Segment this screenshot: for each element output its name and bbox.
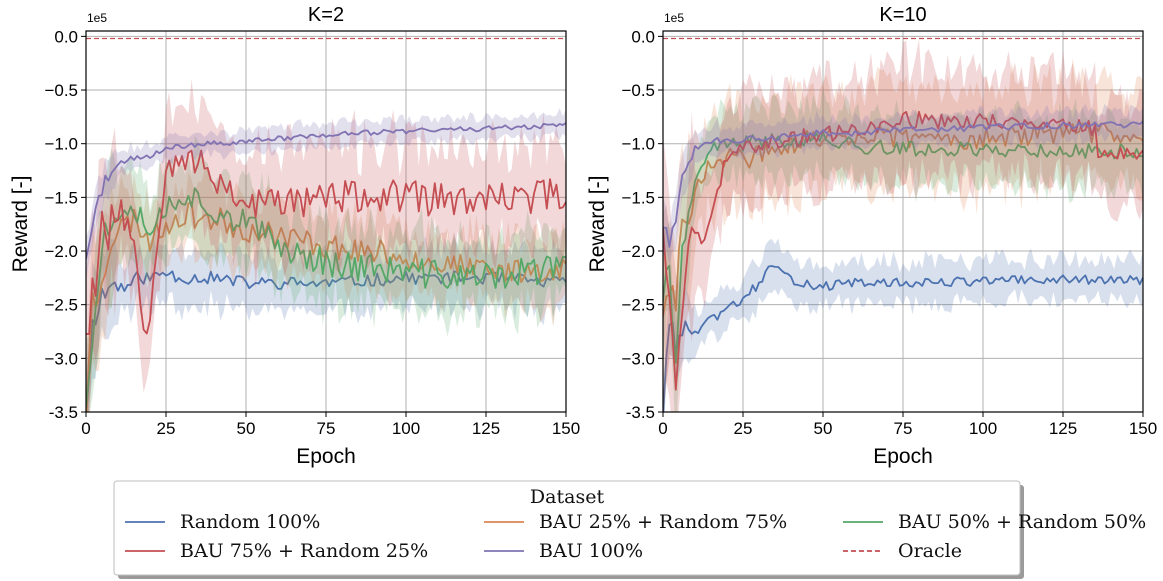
series-band-2 xyxy=(663,86,1143,412)
y-tick-label: −0.5 xyxy=(621,81,655,100)
series-band-0 xyxy=(86,232,566,412)
plot-area xyxy=(86,37,566,412)
legend-label: Oracle xyxy=(898,540,962,562)
x-tick-label: 150 xyxy=(1129,419,1157,438)
x-tick-label: 100 xyxy=(969,419,997,438)
y-tick-label: −1.0 xyxy=(44,135,78,154)
y-tick-label: −2.5 xyxy=(621,296,655,315)
y-tick-label: −3.0 xyxy=(621,349,655,368)
chart-panel-k10: K=10 1e5 Epoch Reward [-] 0 25 50 75 100 125 1… xyxy=(586,4,1157,468)
y-tick-label: −0.5 xyxy=(44,81,78,100)
y-tick-label: −2.5 xyxy=(44,296,78,315)
y-tick-label: 0.0 xyxy=(54,27,78,46)
x-axis-label: Epoch xyxy=(296,445,356,468)
x-tick-label: 100 xyxy=(392,419,420,438)
plot-area xyxy=(663,37,1143,412)
series-band-4 xyxy=(663,103,1143,265)
x-tick-label: 25 xyxy=(734,419,753,438)
x-tick-label: 0 xyxy=(658,419,667,438)
x-tick-label: 125 xyxy=(1049,419,1077,438)
y-tick-label: −1.5 xyxy=(44,188,78,207)
series-line-0 xyxy=(86,270,566,412)
chart-title: K=2 xyxy=(308,4,344,26)
y-tick-label: −1.5 xyxy=(621,188,655,207)
x-tick-label: 75 xyxy=(317,419,336,438)
series-line-4 xyxy=(86,122,566,260)
series-line-4 xyxy=(663,120,1143,248)
y-tick-label: −2.0 xyxy=(621,242,655,261)
series-line-2 xyxy=(86,187,566,408)
chart-marks: 0 25 50 75 100 125 150 0.0 −0.5 −1.0 −1.5 −2.0 −2.5 −… xyxy=(621,27,1157,438)
legend-label: BAU 25% + Random 75% xyxy=(539,511,787,533)
series-band-2 xyxy=(86,135,566,412)
y-tick-label: -3.5 xyxy=(626,403,655,422)
y-tick-label: 0.0 xyxy=(631,27,655,46)
series-band-3 xyxy=(663,39,1143,412)
series-line-1 xyxy=(663,122,1143,317)
series-line-3 xyxy=(86,149,566,336)
series-band-3 xyxy=(86,78,566,412)
y-tick-label: −1.0 xyxy=(621,135,655,154)
legend-label: BAU 50% + Random 50% xyxy=(898,511,1146,533)
chart-panel-k2: K=2 1e5 Epoch Reward [-] 0 25 50 75 100 125 15… xyxy=(9,4,580,468)
x-tick-label: 75 xyxy=(894,419,913,438)
series-line-3 xyxy=(663,110,1143,391)
series-band-1 xyxy=(86,167,566,412)
legend-label: BAU 100% xyxy=(539,540,643,562)
x-tick-label: 150 xyxy=(552,419,580,438)
legend-items: Random 100% BAU 25% + Random 75% BAU 50% +… xyxy=(125,511,1146,562)
chart-marks: 0 25 50 75 100 125 150 0.0 −0.5 −1.0 −1.5 −2.0 −2.5 −… xyxy=(44,27,580,438)
y-axis-label: Reward [-] xyxy=(9,176,32,273)
x-axis-label: Epoch xyxy=(873,445,933,468)
series-band-4 xyxy=(86,108,566,281)
x-tick-label: 50 xyxy=(814,419,833,438)
legend-title: Dataset xyxy=(530,486,605,508)
y-tick-label: -3.5 xyxy=(49,403,78,422)
series-line-2 xyxy=(663,131,1143,364)
y-axis-label: Reward [-] xyxy=(586,176,609,273)
y-tick-label: −2.0 xyxy=(44,242,78,261)
y-offset-label: 1e5 xyxy=(87,11,107,25)
x-tick-label: 50 xyxy=(237,419,256,438)
x-tick-label: 0 xyxy=(81,419,90,438)
y-tick-label: −3.0 xyxy=(44,349,78,368)
y-offset-label: 1e5 xyxy=(664,11,684,25)
legend-label: BAU 75% + Random 25% xyxy=(180,540,428,562)
x-tick-label: 25 xyxy=(157,419,176,438)
series-line-0 xyxy=(663,265,1143,412)
legend-frame xyxy=(113,480,1021,576)
x-tick-label: 125 xyxy=(472,419,500,438)
legend: Dataset Random 100% BAU 25% + Random 75% B… xyxy=(113,480,1146,579)
chart-title: K=10 xyxy=(879,4,926,26)
legend-label: Random 100% xyxy=(180,511,320,533)
